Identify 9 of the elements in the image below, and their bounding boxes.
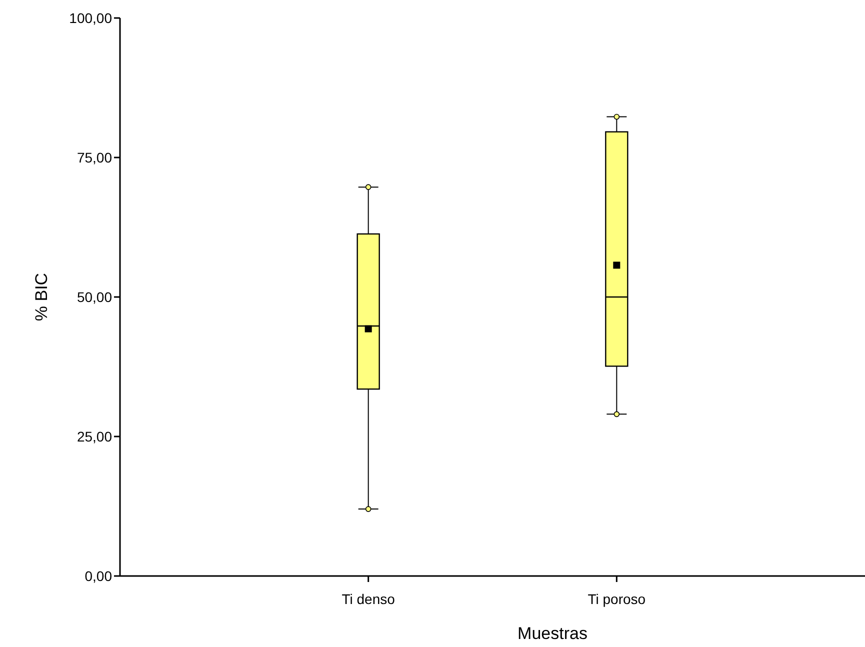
y-tick-label: 50,00 bbox=[76, 288, 112, 305]
x-tick-label: Ti poroso bbox=[588, 591, 646, 607]
y-tick-label: 25,00 bbox=[76, 428, 112, 444]
x-axis-title: Muestras bbox=[518, 624, 588, 643]
y-axis-title: % BIC bbox=[32, 272, 51, 322]
y-tick-label: 0,00 bbox=[84, 568, 112, 584]
y-tick-label: 75,00 bbox=[76, 149, 112, 166]
x-tick-label: Ti denso bbox=[342, 591, 396, 607]
y-tick-label: 100,00 bbox=[69, 10, 112, 26]
